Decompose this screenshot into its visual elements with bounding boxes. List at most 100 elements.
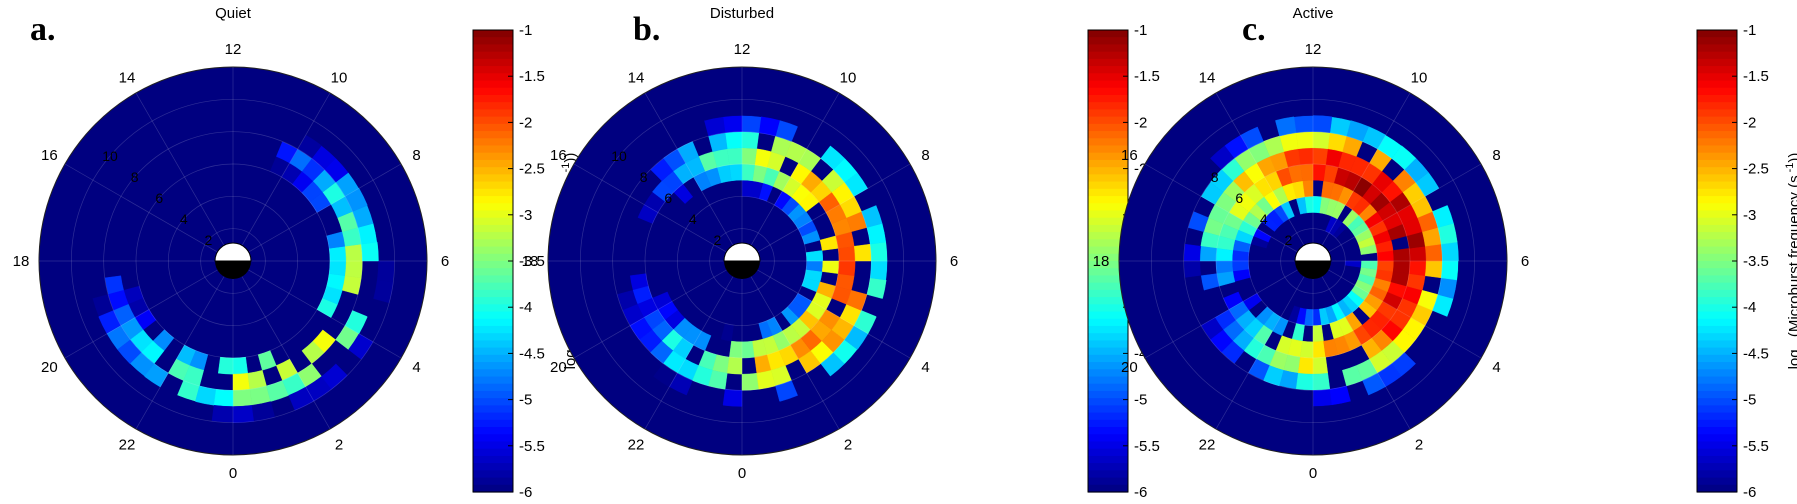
- colorbar-tick-label: -4: [1743, 299, 1756, 316]
- colorbar-swatch: [1088, 412, 1128, 421]
- heatmap-bin: [274, 410, 302, 434]
- heatmap-bin: [1424, 260, 1443, 279]
- heatmap-bin: [1354, 410, 1382, 434]
- colorbar-swatch: [473, 275, 513, 284]
- colorbar-swatch: [1697, 455, 1737, 464]
- mlt-label: 10: [331, 69, 348, 86]
- heatmap-bin: [289, 309, 311, 330]
- colorbar-swatch: [1697, 289, 1737, 298]
- heatmap-bin: [347, 359, 375, 388]
- heatmap-bin: [1214, 120, 1241, 146]
- heatmap-bin: [626, 157, 651, 183]
- heatmap-bin: [891, 192, 915, 220]
- heatmap-bin: [1440, 341, 1468, 370]
- panel-quiet: a. Quiet2468101210864202220181614-1-1.5-2…: [13, 5, 584, 501]
- grid-radial: [741, 260, 911, 359]
- colorbar-swatch: [473, 102, 513, 111]
- colorbar-swatch: [1697, 58, 1737, 67]
- heatmap-bin: [71, 239, 89, 262]
- heatmap-bin: [853, 310, 877, 335]
- heatmap-bin: [748, 307, 759, 326]
- colorbar-swatch: [1088, 145, 1128, 154]
- panel-letter: a.: [30, 11, 56, 48]
- heatmap-bin: [226, 292, 234, 310]
- heatmap-bin: [886, 239, 904, 262]
- heatmap-bin: [1437, 223, 1458, 245]
- colorbar-swatch: [1697, 109, 1737, 118]
- heatmap-bin: [702, 299, 719, 318]
- colorbar-tick-label: -5: [519, 392, 532, 409]
- heatmap-bin: [1298, 147, 1314, 166]
- grid-ring: [200, 228, 266, 294]
- heatmap-bin: [741, 405, 764, 423]
- heatmap-bin: [151, 111, 178, 136]
- colorbar-swatch: [473, 203, 513, 212]
- colorbar-swatch: [1088, 167, 1128, 175]
- heatmap-bin: [596, 260, 614, 281]
- colorbar-swatch: [1088, 383, 1128, 392]
- heatmap-bin: [342, 275, 362, 295]
- colorbar-swatch: [1088, 246, 1128, 255]
- colorbar-swatch: [473, 196, 513, 204]
- colorbar-swatch: [473, 94, 513, 103]
- grid-ring: [579, 98, 905, 424]
- heatmap-bin: [152, 269, 171, 283]
- colorbar-swatch: [1697, 304, 1737, 313]
- colorbar-swatch: [1088, 131, 1128, 139]
- heatmap-bin: [328, 246, 347, 262]
- mlt-label: 10: [840, 69, 857, 86]
- heatmap-bin: [1424, 243, 1443, 262]
- mlt-label: 2: [1415, 437, 1423, 454]
- panel-disturbed: b. Disturbed2468101210864202220181614-1-1…: [522, 5, 1199, 501]
- mlt-label: 20: [41, 359, 58, 376]
- colorbar-swatch: [473, 174, 513, 183]
- heatmap-bin: [1312, 372, 1331, 391]
- heatmap-bin: [201, 182, 217, 202]
- heatmap-bin: [328, 260, 347, 276]
- mlt-label: 12: [734, 41, 751, 58]
- colorbar-swatch: [473, 325, 513, 334]
- heatmap-bin: [627, 363, 654, 390]
- heatmap-bin: [798, 350, 822, 374]
- heatmap-bin: [1312, 131, 1331, 150]
- grid-radial: [1144, 163, 1314, 262]
- mlt-label: 20: [1121, 359, 1138, 376]
- colorbar: -1 -1.5 -2 -2.5 -3 -3.5 -4 -4.5 -5 -5.5 -6 log10(Mi…: [1696, 22, 1797, 501]
- colorbar-swatch: [473, 152, 513, 161]
- heatmap-bin: [296, 301, 318, 321]
- mlt-label: 2: [844, 437, 852, 454]
- mlt-label: 22: [1199, 437, 1216, 454]
- grid-radial: [741, 92, 840, 262]
- colorbar-swatch: [473, 318, 513, 327]
- heatmap-bin: [1293, 389, 1314, 407]
- heatmap-bin: [321, 363, 348, 390]
- colorbar-tick-label: -5.5: [1743, 438, 1769, 455]
- heatmap-bin: [1392, 260, 1411, 274]
- heatmap-bin: [312, 329, 336, 353]
- colorbar-swatch: [1697, 412, 1737, 421]
- colorbar-swatch: [473, 369, 513, 378]
- colorbar-swatch: [1697, 94, 1737, 103]
- colorbar-swatch: [1697, 123, 1737, 132]
- colorbar-swatch: [1697, 441, 1737, 450]
- heatmap-bin: [1346, 120, 1369, 142]
- heatmap-bin: [278, 203, 298, 222]
- heatmap-bin: [273, 324, 293, 346]
- heatmap-bin: [232, 389, 253, 407]
- colorbar-swatch: [1697, 354, 1737, 363]
- heatmap-bin: [1408, 260, 1427, 276]
- colorbar-swatch: [1088, 94, 1128, 103]
- colorbar-swatch: [1088, 58, 1128, 67]
- colorbar-swatch: [1697, 203, 1737, 212]
- heatmap-bin: [1354, 88, 1382, 112]
- colorbar-swatch: [473, 159, 513, 168]
- colorbar-swatch: [1088, 362, 1128, 370]
- colorbar-swatch: [1697, 318, 1737, 327]
- heatmap-bin: [1167, 241, 1185, 262]
- heatmap-bin: [856, 359, 884, 388]
- mlt-label: 22: [119, 437, 136, 454]
- colorbar-swatch: [473, 66, 513, 74]
- colorbar-swatch: [1088, 405, 1128, 414]
- heatmap-bin: [662, 148, 686, 172]
- mlt-label: 20: [550, 359, 567, 376]
